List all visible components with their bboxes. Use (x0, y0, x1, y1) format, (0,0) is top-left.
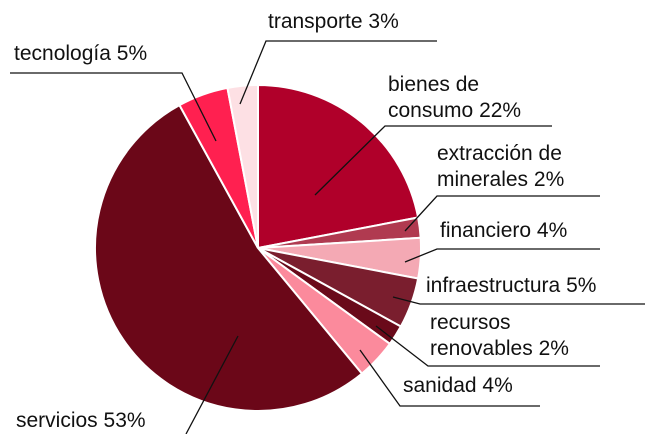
pie-slice (94, 103, 364, 412)
value-label: 4% (482, 374, 513, 397)
pie-slice (257, 83, 420, 250)
value-label: 22% (479, 99, 522, 122)
category-label: tecnología (14, 42, 111, 65)
category-label: infraestructura (426, 274, 561, 297)
slice-label: extracción de minerales 2% (437, 141, 612, 193)
value-label: 2% (533, 168, 565, 191)
leader-line (392, 296, 645, 305)
slice-label: transporte 3% (268, 9, 468, 35)
slice-label: infraestructura 5% (426, 273, 645, 299)
value-label: 5% (116, 42, 148, 65)
slice-label: sanidad 4% (403, 373, 603, 399)
slice-label: servicios 53% (16, 408, 216, 434)
value-label: 4% (536, 219, 568, 242)
category-label: transporte (268, 10, 363, 33)
leader-line (404, 195, 600, 232)
category-label: sanidad (403, 374, 477, 397)
leader-line (10, 72, 217, 142)
value-label: 3% (368, 10, 399, 33)
pie-slice (226, 83, 259, 249)
leader-line (185, 335, 239, 434)
slice-label: recursos renovables 2% (430, 310, 585, 362)
value-label: 53% (103, 409, 146, 432)
slice-label: tecnología 5% (14, 41, 214, 67)
slice-label: bienes de consumo 22% (388, 72, 563, 124)
leader-line (375, 325, 600, 367)
category-label: financiero (440, 219, 532, 242)
leader-line (359, 349, 540, 407)
category-label: extracción de minerales (437, 142, 562, 191)
leader-line (404, 248, 600, 263)
value-label: 5% (566, 274, 597, 297)
value-label: 2% (538, 337, 569, 360)
category-label: bienes de consumo (388, 73, 480, 122)
category-label: servicios (16, 409, 98, 432)
leader-line (314, 125, 552, 196)
slice-label: financiero 4% (440, 218, 640, 244)
category-label: recursos renovables (430, 311, 533, 360)
leader-line (239, 40, 437, 105)
